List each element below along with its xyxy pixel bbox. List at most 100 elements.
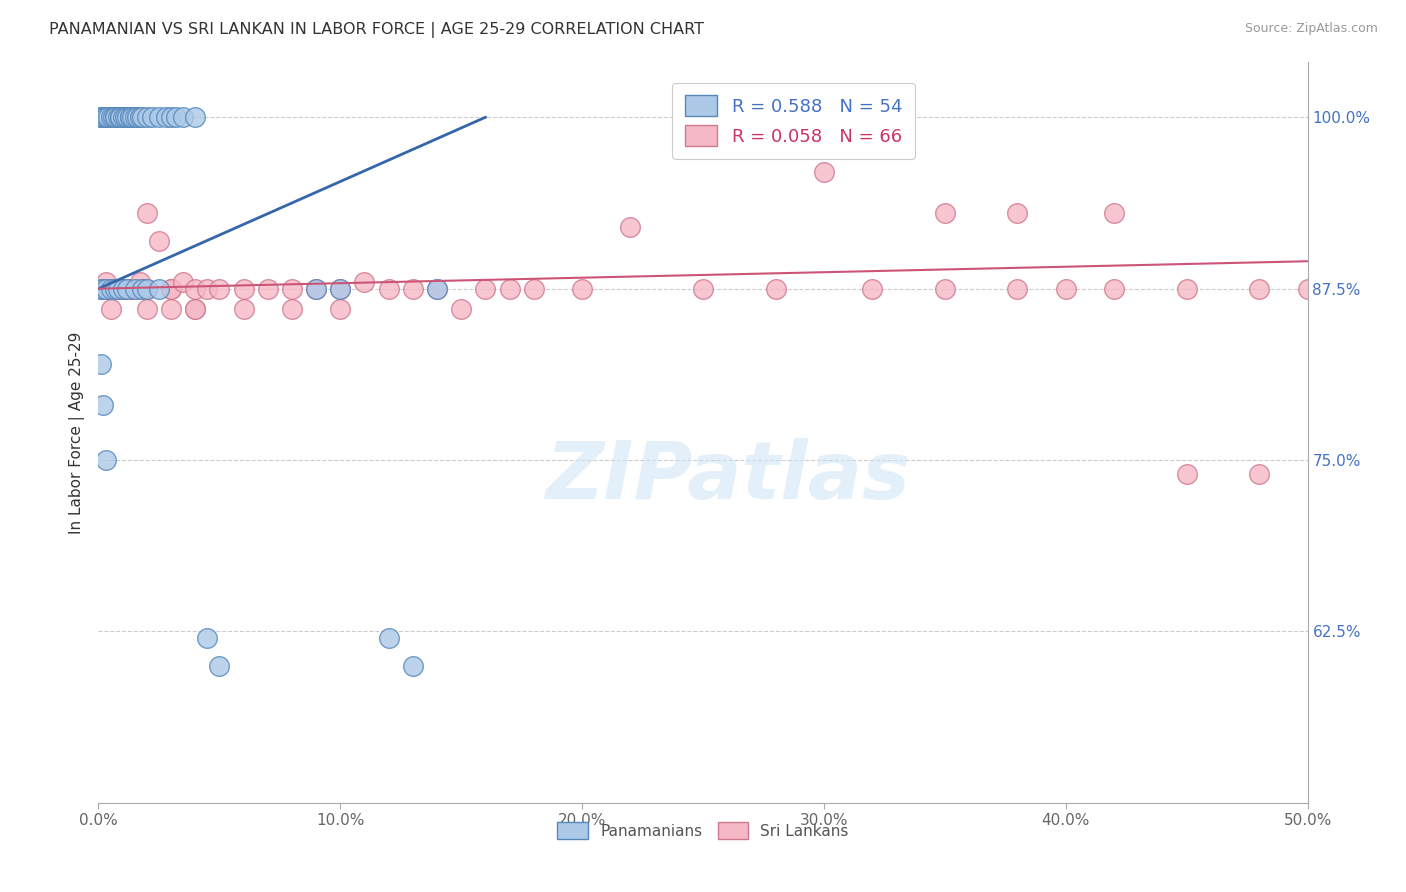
Text: Source: ZipAtlas.com: Source: ZipAtlas.com xyxy=(1244,22,1378,36)
Point xyxy=(1007,282,1029,296)
Point xyxy=(97,282,120,296)
Point xyxy=(172,110,194,124)
Point xyxy=(94,453,117,467)
Point xyxy=(135,110,157,124)
Point xyxy=(91,282,114,296)
Point xyxy=(118,110,141,124)
Point xyxy=(90,110,112,124)
Point xyxy=(692,110,714,124)
Point xyxy=(91,398,114,412)
Point xyxy=(619,219,641,234)
Point xyxy=(208,282,231,296)
Point xyxy=(117,282,139,296)
Point xyxy=(523,282,546,296)
Point xyxy=(160,110,183,124)
Point xyxy=(135,282,157,296)
Point xyxy=(121,110,143,124)
Y-axis label: In Labor Force | Age 25-29: In Labor Force | Age 25-29 xyxy=(69,332,84,533)
Point xyxy=(305,282,328,296)
Point xyxy=(195,632,218,646)
Point xyxy=(377,282,399,296)
Point xyxy=(1175,282,1198,296)
Point xyxy=(172,275,194,289)
Legend: Panamanians, Sri Lankans: Panamanians, Sri Lankans xyxy=(550,814,856,847)
Point xyxy=(184,110,207,124)
Point xyxy=(860,282,883,296)
Point xyxy=(155,110,177,124)
Point xyxy=(90,357,112,371)
Point xyxy=(107,110,129,124)
Point xyxy=(111,110,134,124)
Point xyxy=(104,110,127,124)
Point xyxy=(232,282,254,296)
Point xyxy=(90,282,112,296)
Point xyxy=(402,658,425,673)
Point xyxy=(184,282,207,296)
Point xyxy=(118,110,141,124)
Point xyxy=(148,110,170,124)
Point xyxy=(1102,206,1125,220)
Point xyxy=(94,110,117,124)
Point xyxy=(184,302,207,317)
Point xyxy=(281,282,304,296)
Point xyxy=(107,282,129,296)
Point xyxy=(127,110,149,124)
Point xyxy=(813,165,835,179)
Point xyxy=(104,110,127,124)
Point xyxy=(1296,282,1319,296)
Point xyxy=(571,282,593,296)
Point xyxy=(232,302,254,317)
Point xyxy=(131,282,153,296)
Point xyxy=(195,282,218,296)
Point xyxy=(135,282,157,296)
Point xyxy=(100,282,122,296)
Point xyxy=(160,282,183,296)
Point xyxy=(101,282,124,296)
Point xyxy=(1054,282,1077,296)
Point xyxy=(1175,467,1198,481)
Point xyxy=(108,110,131,124)
Point xyxy=(329,282,352,296)
Point xyxy=(117,110,139,124)
Point xyxy=(91,110,114,124)
Point xyxy=(114,110,136,124)
Point xyxy=(131,110,153,124)
Point xyxy=(426,282,449,296)
Point xyxy=(124,282,146,296)
Point xyxy=(402,282,425,296)
Point xyxy=(124,282,146,296)
Point xyxy=(111,282,134,296)
Point xyxy=(329,302,352,317)
Point xyxy=(474,282,496,296)
Point xyxy=(208,658,231,673)
Point xyxy=(90,110,112,124)
Point xyxy=(765,282,787,296)
Point xyxy=(91,110,114,124)
Point xyxy=(934,206,956,220)
Point xyxy=(101,110,124,124)
Point xyxy=(1007,206,1029,220)
Point xyxy=(131,282,153,296)
Point xyxy=(934,282,956,296)
Point xyxy=(281,302,304,317)
Point xyxy=(108,110,131,124)
Point xyxy=(1249,467,1271,481)
Point xyxy=(426,282,449,296)
Point xyxy=(100,302,122,317)
Point xyxy=(160,302,183,317)
Point xyxy=(114,282,136,296)
Point xyxy=(305,282,328,296)
Point xyxy=(256,282,278,296)
Text: ZIPatlas: ZIPatlas xyxy=(544,438,910,516)
Point xyxy=(377,632,399,646)
Point xyxy=(128,275,150,289)
Point xyxy=(184,302,207,317)
Point xyxy=(165,110,187,124)
Point xyxy=(94,275,117,289)
Point xyxy=(118,282,141,296)
Point xyxy=(124,110,146,124)
Point xyxy=(160,282,183,296)
Point xyxy=(692,282,714,296)
Point xyxy=(148,282,170,296)
Point xyxy=(329,282,352,296)
